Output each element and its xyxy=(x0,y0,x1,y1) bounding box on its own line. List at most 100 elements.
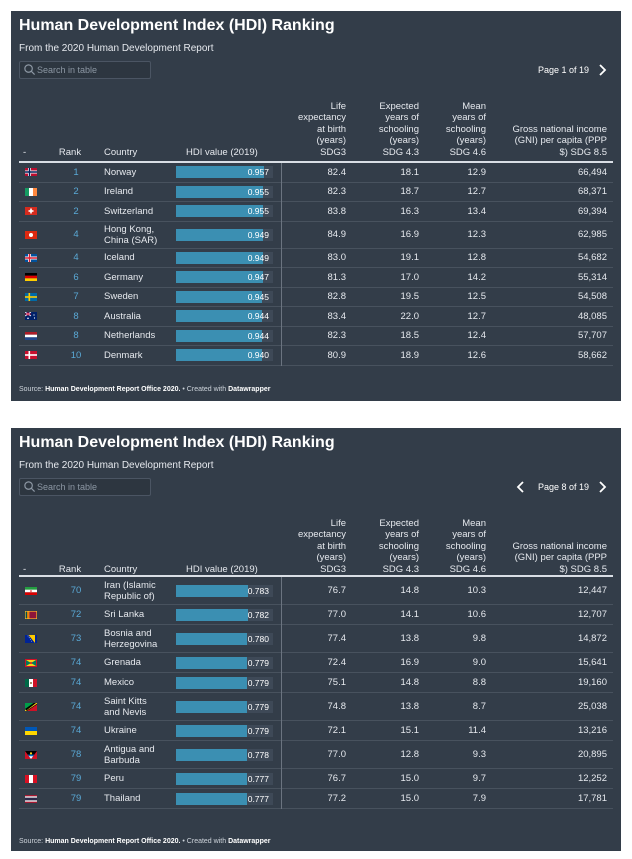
rank-cell: 1 xyxy=(73,166,79,178)
hdi-bar: 0.949 xyxy=(176,228,273,241)
australia-flag-icon xyxy=(25,312,37,321)
gni-cell: 25,038 xyxy=(577,701,607,712)
chevron-right-icon[interactable] xyxy=(595,480,609,494)
peru-flag-icon xyxy=(25,774,37,783)
expected-schooling-cell: 18.1 xyxy=(400,166,420,178)
header-expected-schooling[interactable]: Expected years of schooling (years) SDG 4.3 xyxy=(378,517,419,575)
gni-cell: 13,216 xyxy=(577,725,607,736)
country-cell: Germany xyxy=(104,271,144,283)
search-input[interactable] xyxy=(37,479,147,495)
search-icon xyxy=(24,481,36,493)
pagination: Page 1 of 19 xyxy=(534,62,609,78)
gni-cell: 55,314 xyxy=(577,271,607,283)
hdi-value-label: 0.777 xyxy=(247,793,269,804)
life-expectancy-cell: 76.7 xyxy=(327,585,347,596)
header-flag[interactable]: - xyxy=(23,563,27,575)
country-cell: Netherlands xyxy=(104,330,156,342)
bosnia-flag-icon xyxy=(25,634,37,643)
rank-cell: 79 xyxy=(70,773,82,784)
header-expected-schooling[interactable]: Expected years of schooling (years) SDG 4.3 xyxy=(378,100,419,158)
header-rank[interactable]: Rank xyxy=(58,563,82,575)
header-life-expectancy[interactable]: Life expectancy at birth (years) SDG3 xyxy=(297,100,346,158)
hdi-table-panel-page-8: Human Development Index (HDI) Ranking Fr… xyxy=(11,428,621,851)
table-row: 79 Thailand 0.777 77.2 15.0 7.9 17,781 xyxy=(19,789,613,809)
flag-cell xyxy=(25,183,37,202)
header-gni-per-capita[interactable]: Gross national income (GNI) per capita (P… xyxy=(512,540,607,575)
hdi-bar: 0.955 xyxy=(176,185,273,198)
country-cell: Saint Kitts and Nevis xyxy=(104,695,147,718)
life-expectancy-cell: 80.9 xyxy=(327,349,347,361)
mean-schooling-cell: 9.8 xyxy=(472,633,486,644)
hdi-value-label: 0.779 xyxy=(247,725,269,736)
mean-schooling-cell: 14.2 xyxy=(467,271,487,283)
rank-cell: 78 xyxy=(70,749,82,760)
mean-schooling-cell: 9.3 xyxy=(472,749,486,760)
expected-schooling-cell: 16.9 xyxy=(400,657,420,668)
header-hdi-value[interactable]: HDI value (2019) xyxy=(186,146,258,158)
expected-schooling-cell: 15.0 xyxy=(400,773,420,784)
hdi-bar: 0.955 xyxy=(176,205,273,218)
rank-cell: 8 xyxy=(73,310,79,322)
datawrapper-link[interactable]: Datawrapper xyxy=(228,386,271,393)
life-expectancy-cell: 75.1 xyxy=(327,677,347,688)
table-body: 1 Norway 0.957 82.4 18.1 12.9 66,494 2 Ireland 0.… xyxy=(19,163,613,366)
expected-schooling-cell: 14.1 xyxy=(400,609,420,620)
flag-cell xyxy=(25,693,37,720)
hdi-bar-fill xyxy=(176,748,248,761)
header-life-expectancy[interactable]: Life expectancy at birth (years) SDG3 xyxy=(297,517,346,575)
pagination: Page 8 of 19 xyxy=(514,479,609,495)
header-hdi-value[interactable]: HDI value (2019) xyxy=(186,563,258,575)
hdi-value-label: 0.779 xyxy=(247,677,269,688)
header-country[interactable]: Country xyxy=(104,563,138,575)
gni-cell: 62,985 xyxy=(577,229,607,240)
datawrapper-link[interactable]: Datawrapper xyxy=(228,838,271,845)
hdi-bar-fill xyxy=(176,608,248,621)
rank-cell: 8 xyxy=(73,330,79,342)
header-mean-schooling[interactable]: Mean years of schooling (years) SDG 4.6 xyxy=(445,517,486,575)
search-box[interactable] xyxy=(19,61,151,79)
header-country[interactable]: Country xyxy=(104,146,138,158)
hdi-bar-fill xyxy=(176,290,263,303)
hdi-bar-fill xyxy=(176,185,264,198)
hdi-value-label: 0.949 xyxy=(247,229,269,240)
rank-cell: 2 xyxy=(73,186,79,198)
panel-title: Human Development Index (HDI) Ranking xyxy=(19,434,335,451)
header-flag[interactable]: - xyxy=(23,146,27,158)
header-rank[interactable]: Rank xyxy=(58,146,82,158)
flag-cell xyxy=(25,625,37,652)
mean-schooling-cell: 10.3 xyxy=(467,585,487,596)
page-indicator: Page 8 of 19 xyxy=(537,482,589,492)
life-expectancy-cell: 74.8 xyxy=(327,701,347,712)
chevron-right-icon[interactable] xyxy=(595,63,609,77)
flag-cell xyxy=(25,288,37,307)
hdi-bar: 0.940 xyxy=(176,349,273,362)
life-expectancy-cell: 77.0 xyxy=(327,609,347,620)
hdi-bar: 0.780 xyxy=(176,632,273,645)
search-input[interactable] xyxy=(37,62,147,78)
hdi-bar: 0.778 xyxy=(176,748,273,761)
gni-cell: 66,494 xyxy=(577,166,607,178)
table-row: 72 Sri Lanka 0.782 77.0 14.1 10.6 12,707 xyxy=(19,605,613,625)
search-box[interactable] xyxy=(19,478,151,496)
life-expectancy-cell: 83.0 xyxy=(327,252,347,264)
chevron-left-icon[interactable] xyxy=(514,480,528,494)
hdi-bar-fill xyxy=(176,329,263,342)
flag-cell xyxy=(25,202,37,221)
hdi-value-label: 0.782 xyxy=(247,609,269,620)
netherlands-flag-icon xyxy=(25,331,37,340)
gni-cell: 19,160 xyxy=(577,677,607,688)
iceland-flag-icon xyxy=(25,253,37,262)
expected-schooling-cell: 15.1 xyxy=(400,725,420,736)
mean-schooling-cell: 12.7 xyxy=(467,310,487,322)
hdi-value-label: 0.780 xyxy=(247,633,269,644)
header-gni-per-capita[interactable]: Gross national income (GNI) per capita (P… xyxy=(512,123,607,158)
hdi-bar: 0.947 xyxy=(176,271,273,284)
header-mean-schooling[interactable]: Mean years of schooling (years) SDG 4.6 xyxy=(445,100,486,158)
gni-cell: 57,707 xyxy=(577,330,607,342)
rank-cell: 72 xyxy=(70,609,82,620)
hdi-bar: 0.945 xyxy=(176,290,273,303)
hdi-value-label: 0.957 xyxy=(247,167,269,178)
hdi-bar-fill xyxy=(176,656,248,669)
flag-cell xyxy=(25,769,37,788)
hdi-value-label: 0.955 xyxy=(247,186,269,197)
